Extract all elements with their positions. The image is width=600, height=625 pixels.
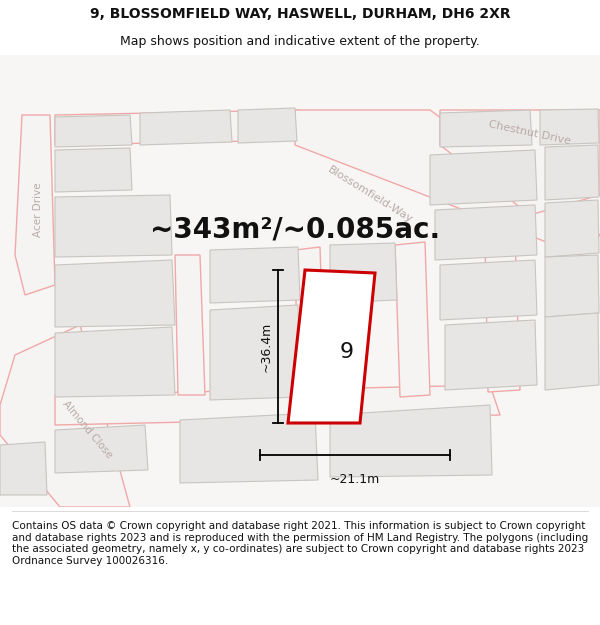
Polygon shape [180, 413, 318, 483]
Polygon shape [485, 237, 520, 392]
Text: Almond Close: Almond Close [60, 399, 114, 461]
Text: 9, BLOSSOMFIELD WAY, HASWELL, DURHAM, DH6 2XR: 9, BLOSSOMFIELD WAY, HASWELL, DURHAM, DH… [89, 7, 511, 21]
Polygon shape [545, 255, 599, 317]
Polygon shape [545, 200, 599, 257]
Polygon shape [395, 242, 430, 397]
Polygon shape [440, 110, 532, 147]
Polygon shape [0, 442, 47, 495]
Polygon shape [55, 385, 500, 425]
Polygon shape [295, 247, 325, 402]
Polygon shape [210, 247, 300, 303]
Polygon shape [430, 150, 537, 205]
Text: Chestnut Drive: Chestnut Drive [488, 119, 572, 147]
Polygon shape [445, 320, 537, 390]
Text: Map shows position and indicative extent of the property.: Map shows position and indicative extent… [120, 35, 480, 48]
Polygon shape [545, 313, 599, 390]
Text: Contains OS data © Crown copyright and database right 2021. This information is : Contains OS data © Crown copyright and d… [12, 521, 588, 566]
Text: Acer Drive: Acer Drive [33, 182, 43, 238]
Polygon shape [55, 195, 172, 257]
Polygon shape [140, 110, 232, 145]
Polygon shape [55, 260, 175, 327]
Polygon shape [330, 405, 492, 477]
Polygon shape [295, 110, 600, 255]
Polygon shape [175, 255, 205, 395]
Polygon shape [55, 115, 132, 147]
Polygon shape [0, 325, 130, 507]
Polygon shape [210, 305, 300, 400]
Polygon shape [55, 110, 300, 145]
Polygon shape [55, 425, 148, 473]
Polygon shape [330, 243, 397, 303]
Text: Blossomfield-Way: Blossomfield-Way [326, 165, 414, 225]
Text: ~21.1m: ~21.1m [330, 473, 380, 486]
Polygon shape [545, 145, 599, 200]
Polygon shape [288, 270, 375, 423]
Text: ~343m²/~0.085ac.: ~343m²/~0.085ac. [150, 216, 440, 244]
Polygon shape [540, 109, 599, 145]
Polygon shape [55, 148, 132, 192]
Polygon shape [435, 205, 537, 260]
Polygon shape [440, 260, 537, 320]
Polygon shape [238, 108, 297, 143]
Polygon shape [55, 327, 175, 397]
Text: ~36.4m: ~36.4m [260, 321, 272, 372]
Polygon shape [15, 115, 55, 295]
Polygon shape [440, 110, 600, 215]
Text: 9: 9 [340, 342, 354, 362]
